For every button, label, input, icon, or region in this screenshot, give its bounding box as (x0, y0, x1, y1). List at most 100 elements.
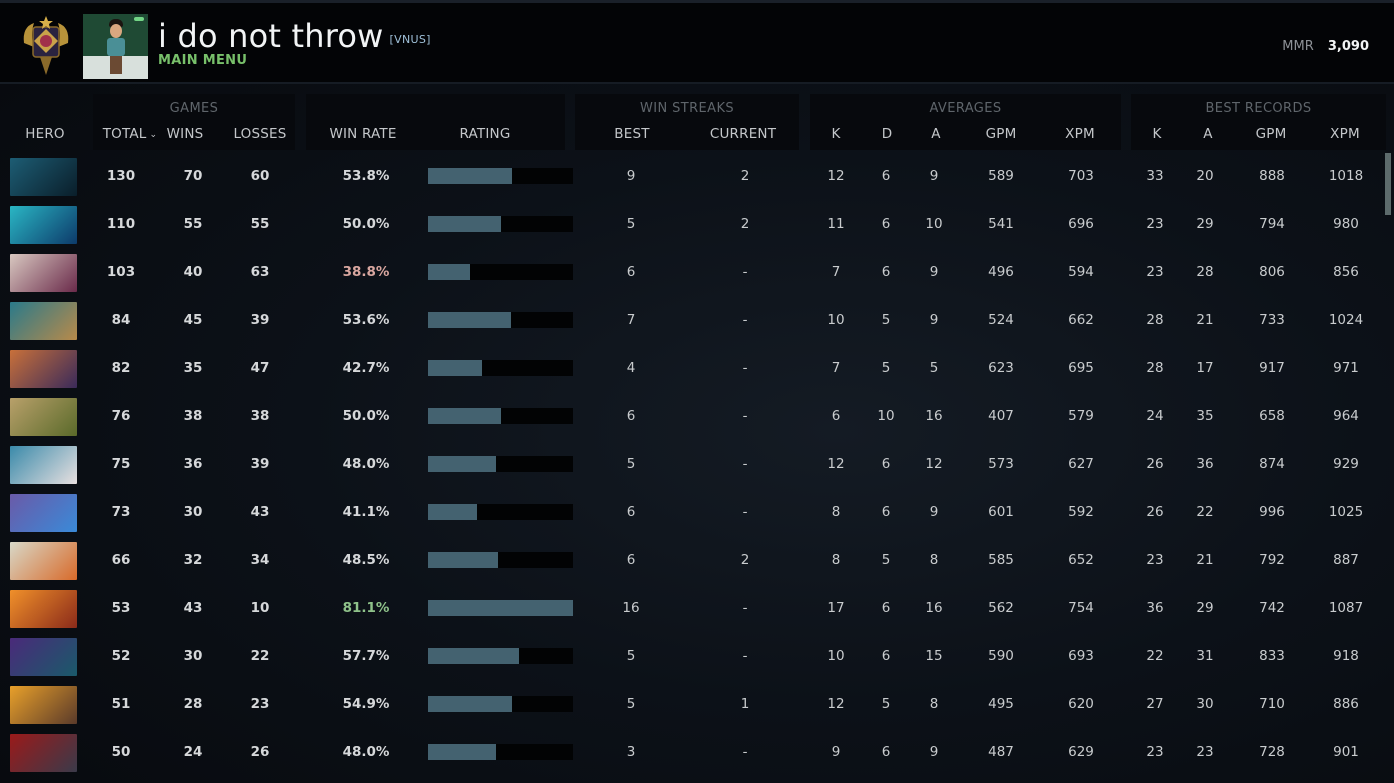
best-kills-cell: 36 (1146, 600, 1164, 616)
avg-deaths-cell: 6 (881, 744, 891, 760)
losses-cell: 47 (250, 360, 270, 376)
rating-bar-fill (428, 504, 478, 520)
avg-deaths-cell: 10 (877, 408, 895, 424)
hero-portrait-pudge[interactable] (10, 398, 77, 436)
avg-gpm-cell: 590 (988, 648, 1014, 664)
hero-portrait-clinkz[interactable] (10, 686, 77, 724)
table-row[interactable]: 51 28 23 54.9% 5 1 12 5 8 495 620 27 30 710 886 (0, 682, 1380, 730)
column-header-avg-xpm[interactable]: XPM (1065, 126, 1095, 142)
best-streak-cell: 3 (626, 744, 636, 760)
table-row[interactable]: 130 70 60 53.8% 9 2 12 6 9 589 703 33 20 888 1018 (0, 154, 1380, 202)
main-menu-link[interactable]: MAIN MENU (158, 53, 248, 68)
column-header-total[interactable]: TOTAL ⌄ (102, 126, 158, 142)
column-header-win-rate[interactable]: WIN RATE (329, 126, 397, 142)
total-games-cell: 51 (111, 696, 131, 712)
avg-gpm-cell: 524 (988, 312, 1014, 328)
best-gpm-cell: 733 (1259, 312, 1285, 328)
total-games-cell: 76 (111, 408, 131, 424)
rating-bar (428, 264, 573, 280)
column-header-current-streak[interactable]: CURRENT (709, 126, 777, 142)
hero-portrait-slark[interactable] (10, 302, 77, 340)
column-header-avg-gpm[interactable]: GPM (985, 126, 1017, 142)
hero-portrait-anti-mage[interactable] (10, 350, 77, 388)
hero-portrait-juggernaut[interactable] (10, 542, 77, 580)
wins-cell: 24 (183, 744, 203, 760)
win-rate-cell: 42.7% (342, 360, 390, 376)
table-row[interactable]: 103 40 63 38.8% 6 - 7 6 9 496 594 23 28 806 856 (0, 250, 1380, 298)
column-header-rating[interactable]: RATING (459, 126, 511, 142)
table-row[interactable]: 75 36 39 48.0% 5 - 12 6 12 573 627 26 36 874 929 (0, 442, 1380, 490)
vertical-scrollbar[interactable] (1385, 153, 1391, 215)
column-header-best-gpm[interactable]: GPM (1255, 126, 1287, 142)
group-title-averages: AVERAGES (929, 101, 1002, 116)
avg-xpm-cell: 652 (1068, 552, 1094, 568)
total-games-cell: 82 (111, 360, 131, 376)
column-header-avg-assists[interactable]: A (931, 126, 941, 142)
avg-xpm-cell: 592 (1068, 504, 1094, 520)
column-header-best-streak[interactable]: BEST (614, 126, 650, 142)
column-header-best-kills[interactable]: K (1152, 126, 1162, 142)
best-streak-cell: 7 (626, 312, 636, 328)
current-streak-cell: 2 (740, 216, 750, 232)
best-kills-cell: 22 (1146, 648, 1164, 664)
table-row[interactable]: 66 32 34 48.5% 6 2 8 5 8 585 652 23 21 792 887 (0, 538, 1380, 586)
avg-assists-cell: 9 (929, 312, 939, 328)
column-header-losses[interactable]: LOSSES (233, 126, 287, 142)
best-gpm-cell: 728 (1259, 744, 1285, 760)
avg-deaths-cell: 6 (881, 264, 891, 280)
column-header-avg-deaths[interactable]: D (881, 126, 893, 142)
winrate-group-panel (306, 94, 565, 150)
hero-portrait-arc-warden[interactable] (10, 494, 77, 532)
wins-cell: 36 (183, 456, 203, 472)
total-games-cell: 103 (106, 264, 136, 280)
best-kills-cell: 23 (1146, 552, 1164, 568)
table-row[interactable]: 84 45 39 53.6% 7 - 10 5 9 524 662 28 21 733 1024 (0, 298, 1380, 346)
best-xpm-cell: 964 (1333, 408, 1359, 424)
rating-bar-fill (428, 552, 498, 568)
hero-portrait-phantom-assassin[interactable] (10, 158, 77, 196)
best-gpm-cell: 792 (1259, 552, 1285, 568)
column-header-best-xpm[interactable]: XPM (1330, 126, 1360, 142)
table-row[interactable]: 50 24 26 48.0% 3 - 9 6 9 487 629 23 23 728 901 (0, 730, 1380, 778)
wins-cell: 43 (183, 600, 203, 616)
avg-assists-cell: 10 (925, 216, 943, 232)
table-row[interactable]: 52 30 22 57.7% 5 - 10 6 15 590 693 22 31 833 918 (0, 634, 1380, 682)
player-avatar[interactable] (83, 14, 148, 79)
best-kills-cell: 26 (1146, 504, 1164, 520)
table-row[interactable]: 53 43 10 81.1% 16 - 17 6 16 562 754 36 29 742 1087 (0, 586, 1380, 634)
column-header-hero[interactable]: HERO (25, 126, 65, 142)
hero-portrait-queen-of-pain[interactable] (10, 734, 77, 772)
current-streak-cell: - (742, 744, 748, 760)
table-row[interactable]: 73 30 43 41.1% 6 - 8 6 9 601 592 26 22 996 1025 (0, 490, 1380, 538)
wins-cell: 55 (183, 216, 203, 232)
column-header-avg-kills[interactable]: K (831, 126, 841, 142)
losses-cell: 26 (250, 744, 270, 760)
table-row[interactable]: 110 55 55 50.0% 5 2 11 6 10 541 696 23 29 794 980 (0, 202, 1380, 250)
hero-portrait-spectre[interactable] (10, 638, 77, 676)
rating-bar-fill (428, 312, 511, 328)
rating-bar-fill (428, 168, 513, 184)
rating-bar (428, 360, 573, 376)
total-games-cell: 110 (106, 216, 136, 232)
hero-portrait-sniper[interactable] (10, 446, 77, 484)
total-games-cell: 50 (111, 744, 131, 760)
rating-bar (428, 504, 573, 520)
avg-gpm-cell: 589 (988, 168, 1014, 184)
hero-portrait-invoker[interactable] (10, 254, 77, 292)
current-streak-cell: - (742, 600, 748, 616)
table-row[interactable]: 82 35 47 42.7% 4 - 7 5 5 623 695 28 17 917 971 (0, 346, 1380, 394)
best-kills-cell: 23 (1146, 264, 1164, 280)
best-xpm-cell: 1087 (1328, 600, 1364, 616)
rating-bar-fill (428, 264, 471, 280)
column-header-wins[interactable]: WINS (166, 126, 204, 142)
current-streak-cell: 2 (740, 168, 750, 184)
table-row[interactable]: 76 38 38 50.0% 6 - 6 10 16 407 579 24 35 658 964 (0, 394, 1380, 442)
player-name: i do not throw [VNUS] (158, 17, 431, 55)
win-rate-cell: 41.1% (342, 504, 390, 520)
losses-cell: 60 (250, 168, 270, 184)
avg-gpm-cell: 585 (988, 552, 1014, 568)
column-header-best-assists[interactable]: A (1203, 126, 1213, 142)
hero-portrait-phoenix[interactable] (10, 590, 77, 628)
best-assists-cell: 29 (1196, 216, 1214, 232)
hero-portrait-storm-spirit[interactable] (10, 206, 77, 244)
